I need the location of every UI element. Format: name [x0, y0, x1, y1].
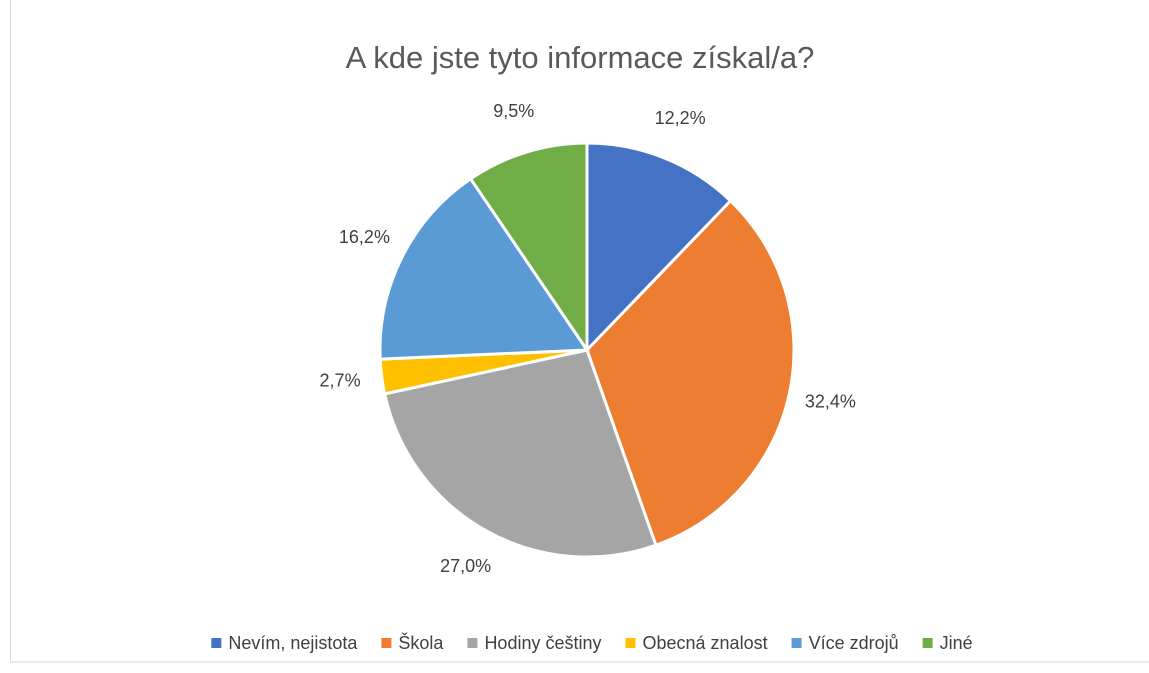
legend-swatch: [467, 638, 478, 648]
data-label: 9,5%: [493, 101, 534, 121]
chart-title: A kde jste tyto informace získal/a?: [346, 40, 815, 75]
legend-swatch: [381, 638, 392, 648]
legend-label: Více zdrojů: [809, 633, 899, 653]
legend-swatch: [625, 638, 636, 648]
data-label: 32,4%: [805, 392, 856, 412]
legend-label: Obecná znalost: [643, 633, 768, 653]
legend-swatch: [791, 638, 802, 648]
legend-swatch: [922, 638, 933, 648]
legend-label: Hodiny češtiny: [484, 633, 601, 653]
legend-label: Škola: [398, 632, 444, 653]
pie-slice: [382, 348, 658, 559]
legend: Nevím, nejistota Škola Hodiny češtiny Obecn…: [211, 632, 973, 653]
data-label: 16,2%: [339, 227, 390, 247]
pie-slice: [468, 141, 589, 355]
data-label: 27,0%: [440, 556, 491, 576]
data-label: 2,7%: [320, 371, 361, 391]
data-label: 12,2%: [655, 108, 706, 128]
chart-frame: [10, 0, 1149, 663]
legend-label: Jiné: [940, 633, 973, 653]
pie-slice: [585, 198, 796, 548]
legend-label: Nevím, nejistota: [228, 633, 358, 653]
pie-slice: [585, 141, 733, 354]
pie-slice: [378, 176, 590, 361]
legend-swatch: [211, 638, 222, 648]
